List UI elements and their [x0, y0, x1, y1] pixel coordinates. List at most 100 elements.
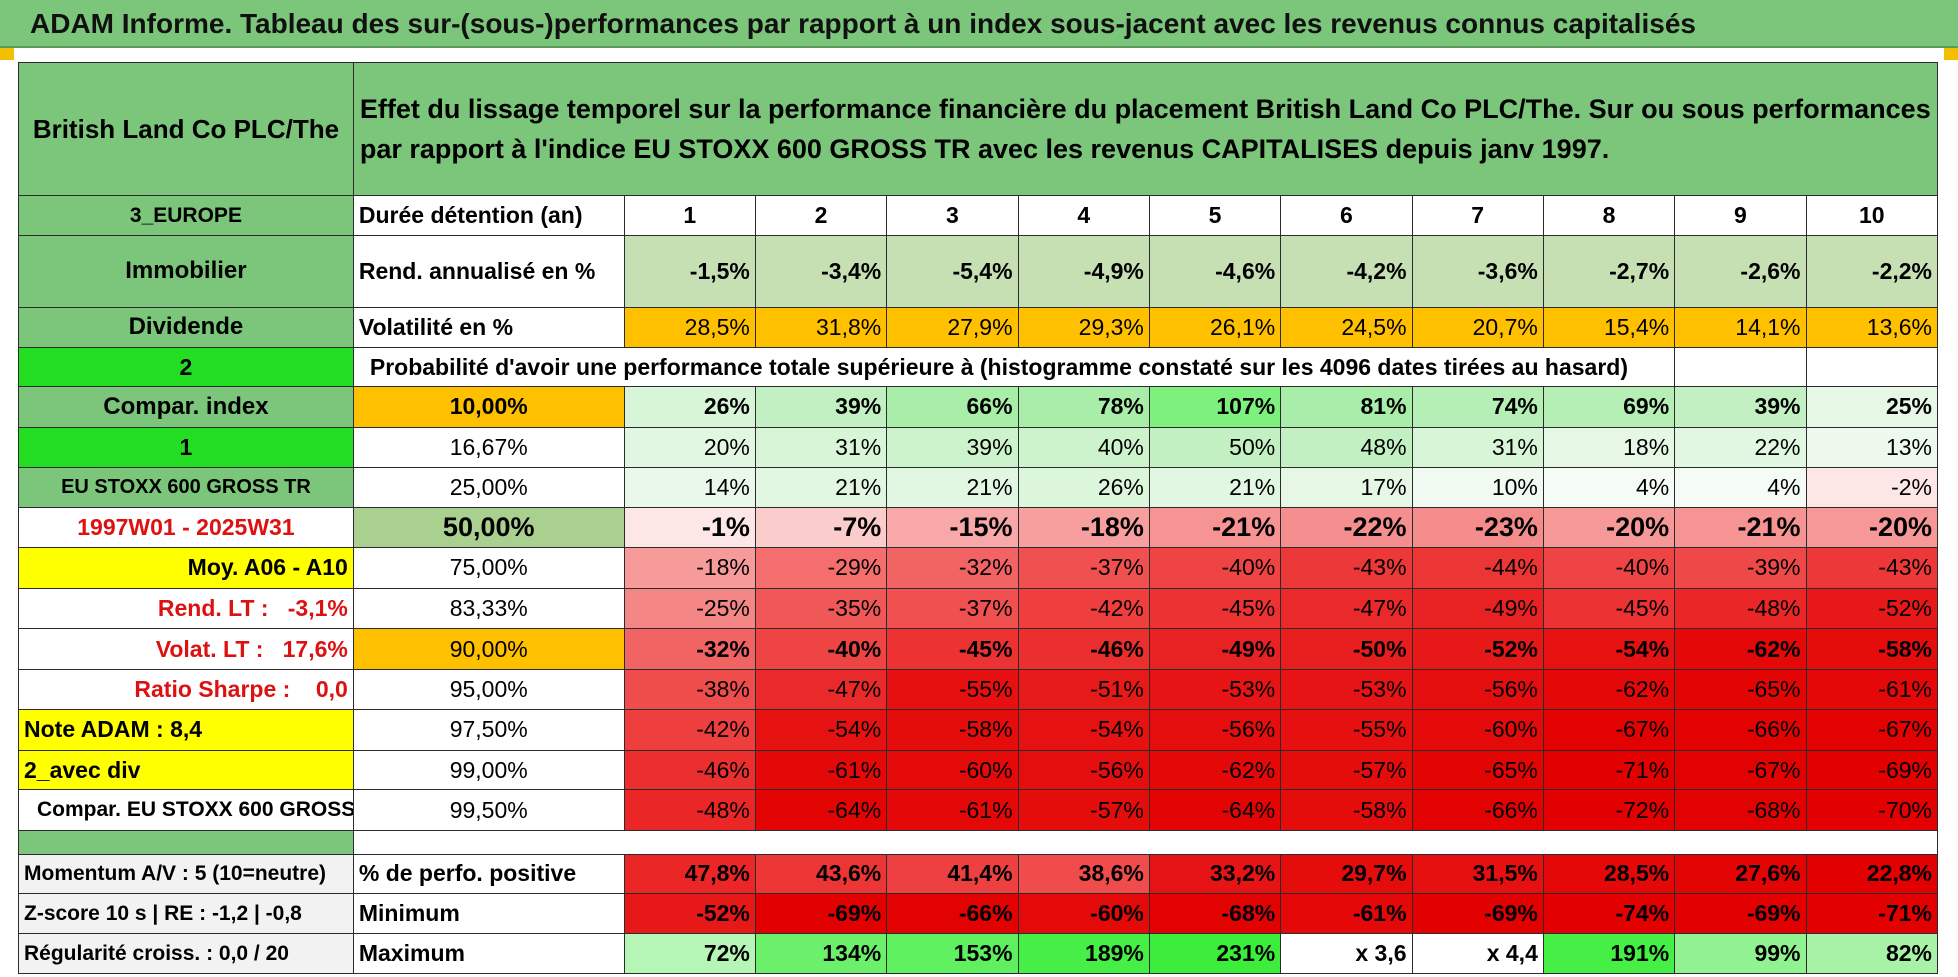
- return-value: -3,4%: [754, 235, 888, 308]
- selector-1[interactable]: 1: [18, 426, 354, 468]
- probability-value: -56%: [1017, 749, 1150, 791]
- stat-value: 47,8%: [623, 853, 756, 895]
- probability-value: -29%: [754, 546, 888, 589]
- probability-value: 48%: [1280, 426, 1413, 468]
- probability-value: -40%: [1148, 546, 1282, 589]
- probability-value: -18%: [623, 546, 756, 589]
- probability-value: -40%: [1542, 546, 1676, 589]
- probability-value: 26%: [623, 386, 756, 428]
- return-value: -2,2%: [1805, 235, 1939, 308]
- probability-value: -46%: [623, 749, 756, 791]
- probability-value: -20%: [1805, 507, 1939, 548]
- compar-eu-label: Compar. EU STOXX 600 GROSS TR: [18, 789, 354, 832]
- probability-value: -47%: [754, 669, 888, 710]
- probability-value: 20%: [623, 426, 756, 468]
- probability-value: 10%: [1411, 466, 1544, 509]
- stat-value: 28,5%: [1542, 853, 1676, 895]
- probability-title: Probabilité d'avoir une performance tota…: [352, 347, 1676, 388]
- year-header: 2: [754, 195, 888, 237]
- probability-value: 81%: [1280, 386, 1413, 428]
- probability-value: -55%: [886, 669, 1019, 710]
- probability-value: -61%: [754, 749, 888, 791]
- year-header: 8: [1542, 195, 1676, 237]
- probability-value: -60%: [886, 749, 1019, 791]
- prob-row: 2_avec div 99,00% -46% -61% -60% -56% -62% -5…: [18, 749, 1939, 791]
- stat-value: 231%: [1148, 933, 1282, 974]
- stat-value: 153%: [886, 933, 1019, 974]
- separator: [18, 830, 354, 855]
- probability-value: -32%: [623, 628, 756, 671]
- prob-row: 1 16,67% 20% 31% 39% 40% 50% 48% 31% 18% 22% 13%: [18, 426, 1939, 468]
- probability-value: -64%: [754, 789, 888, 832]
- probability-value: -54%: [1017, 708, 1150, 751]
- probability-value: -55%: [1280, 708, 1413, 751]
- return-value: -4,6%: [1148, 235, 1282, 308]
- stat-value: 134%: [754, 933, 888, 974]
- probability-value: -65%: [1411, 749, 1544, 791]
- corner-marker-left: [0, 48, 14, 60]
- probability-value: -57%: [1280, 749, 1413, 791]
- probability-value: 31%: [1411, 426, 1544, 468]
- stat-value: -69%: [754, 893, 888, 935]
- probability-value: 17%: [1280, 466, 1413, 509]
- sharpe-label: Ratio Sharpe : 0,0: [18, 669, 354, 710]
- bottom-row: Régularité croiss. : 0,0 / 20 Maximum 72…: [18, 933, 1939, 974]
- probability-value: 31%: [754, 426, 888, 468]
- stat-value: 191%: [1542, 933, 1676, 974]
- probability-value: 13%: [1805, 426, 1939, 468]
- volatility-value: 31,8%: [754, 306, 888, 349]
- probability-value: -66%: [1411, 789, 1544, 832]
- momentum-label: Momentum A/V : 5 (10=neutre): [18, 853, 354, 895]
- probability-value: 39%: [886, 426, 1019, 468]
- rend-lt-label: Rend. LT : -3,1%: [18, 587, 354, 630]
- positive-perf-label: % de perfo. positive: [352, 853, 625, 895]
- stat-value: 99%: [1674, 933, 1807, 974]
- probability-value: -53%: [1280, 669, 1413, 710]
- prob-row: Moy. A06 - A10 75,00% -18% -29% -32% -37% -4…: [18, 546, 1939, 589]
- moy-label: Moy. A06 - A10: [18, 546, 354, 589]
- year-header: 3: [886, 195, 1019, 237]
- probability-value: -32%: [886, 546, 1019, 589]
- probability-value: -40%: [754, 628, 888, 671]
- probability-value: 4%: [1542, 466, 1676, 509]
- annualized-return-row: Immobilier Rend. annualisé en % -1,5% -3…: [18, 235, 1939, 308]
- threshold-pct: 25,00%: [352, 466, 625, 509]
- probability-value: -58%: [1280, 789, 1413, 832]
- probability-value: -51%: [1017, 669, 1150, 710]
- volatility-label: Volatilité en %: [352, 306, 625, 349]
- probability-value: -35%: [754, 587, 888, 630]
- probability-value: 21%: [1148, 466, 1282, 509]
- probability-value: -18%: [1017, 507, 1150, 548]
- performance-table: British Land Co PLC/The Effet du lissage…: [18, 61, 1939, 974]
- probability-value: -52%: [1805, 587, 1939, 630]
- probability-value: -21%: [1674, 507, 1807, 548]
- probability-value: -61%: [1805, 669, 1939, 710]
- corner-marker-right: [1944, 48, 1958, 60]
- probability-value: -66%: [1674, 708, 1807, 751]
- probability-value: 69%: [1542, 386, 1676, 428]
- year-header: 6: [1280, 195, 1413, 237]
- threshold-pct: 90,00%: [352, 628, 625, 671]
- probability-value: -69%: [1805, 749, 1939, 791]
- probability-value: -21%: [1148, 507, 1282, 548]
- threshold-pct: 99,00%: [352, 749, 625, 791]
- volatility-value: 27,9%: [886, 306, 1019, 349]
- probability-value: 39%: [1674, 386, 1807, 428]
- stat-value: -68%: [1148, 893, 1282, 935]
- annualized-return-label: Rend. annualisé en %: [352, 235, 625, 308]
- probability-value: -25%: [623, 587, 756, 630]
- stat-value: 27,6%: [1674, 853, 1807, 895]
- probability-value: -45%: [1148, 587, 1282, 630]
- selector-2[interactable]: 2: [18, 347, 354, 388]
- year-header: 5: [1148, 195, 1282, 237]
- probability-value: 25%: [1805, 386, 1939, 428]
- empty-cell: [1674, 347, 1807, 388]
- probability-value: -44%: [1411, 546, 1544, 589]
- threshold-pct: 83,33%: [352, 587, 625, 630]
- probability-value: -1%: [623, 507, 756, 548]
- index-name: EU STOXX 600 GROSS TR: [18, 466, 354, 509]
- stat-value: 29,7%: [1280, 853, 1413, 895]
- probability-value: 21%: [886, 466, 1019, 509]
- stat-value: -61%: [1280, 893, 1413, 935]
- volatility-value: 28,5%: [623, 306, 756, 349]
